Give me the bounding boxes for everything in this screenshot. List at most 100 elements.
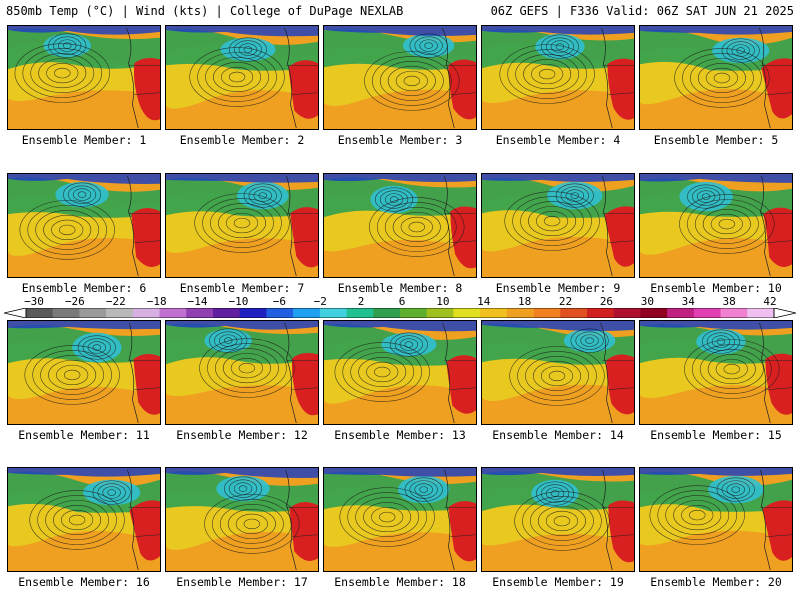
ensemble-map-panel: [7, 320, 161, 425]
colorbar-swatch: [533, 308, 561, 318]
ensemble-map-panel: [323, 173, 477, 278]
colorbar-tick-label: −14: [187, 295, 208, 308]
colorbar-swatch: [480, 308, 508, 318]
colorbar-tick-label: −18: [146, 295, 167, 308]
ensemble-map-panel: [165, 320, 319, 425]
colorbar-swatch: [346, 308, 374, 318]
colorbar-swatch: [560, 308, 588, 318]
colorbar-swatch: [453, 308, 481, 318]
colorbar-labels: −30 −26 −22 −18 −14 −10 −6 −2 2 6 10 14 18 22 26 30 34 38…: [4, 295, 796, 308]
ensemble-map-panel: [639, 320, 793, 425]
colorbar-swatch: [266, 308, 294, 318]
colorbar-swatch: [747, 308, 775, 318]
colorbar-swatch: [79, 308, 107, 318]
temperature-wind-map: [8, 468, 160, 571]
temperature-wind-map: [324, 468, 476, 571]
colorbar-tick-label: 18: [518, 295, 532, 308]
colorbar-swatch: [373, 308, 401, 318]
colorbar-tick-label: −22: [105, 295, 126, 308]
ensemble-member-label: Ensemble Member: 2: [179, 133, 305, 147]
colorbar-tick-label: −10: [228, 295, 249, 308]
colorbar-swatch: [52, 308, 80, 318]
ensemble-member-label: Ensemble Member: 9: [495, 281, 621, 295]
temperature-wind-map: [8, 26, 160, 129]
ensemble-map-panel: [7, 173, 161, 278]
colorbar-swatch: [426, 308, 454, 318]
ensemble-member-label: Ensemble Member: 20: [650, 575, 782, 589]
ensemble-map-panel: [639, 25, 793, 130]
colorbar-tick-label: 42: [763, 295, 777, 308]
ensemble-member-label: Ensemble Member: 5: [653, 133, 779, 147]
temperature-colorbar: −30 −26 −22 −18 −14 −10 −6 −2 2 6 10 14 18 22 26 30 34 38…: [4, 295, 796, 321]
colorbar-tick-label: 6: [398, 295, 406, 308]
colorbar-swatch: [106, 308, 134, 318]
temperature-wind-map: [640, 174, 792, 277]
colorbar-tick-label: −30: [24, 295, 44, 308]
colorbar-tick-label: 22: [558, 295, 573, 308]
colorbar-tick-label: −6: [272, 295, 286, 308]
ensemble-member-label: Ensemble Member: 1: [21, 133, 147, 147]
ensemble-map-panel: [639, 173, 793, 278]
ensemble-map-panel: [323, 467, 477, 572]
ensemble-map-panel: [165, 173, 319, 278]
temperature-wind-map: [324, 321, 476, 424]
temperature-wind-map: [166, 468, 318, 571]
colorbar-tick-label: 34: [681, 295, 695, 308]
temperature-wind-map: [482, 26, 634, 129]
colorbar-swatch: [667, 308, 695, 318]
ensemble-member-label: Ensemble Member: 11: [18, 428, 150, 442]
temperature-wind-map: [324, 26, 476, 129]
colorbar-swatch: [720, 308, 748, 318]
ensemble-member-label: Ensemble Member: 8: [337, 281, 463, 295]
colorbar-swatch: [26, 308, 54, 318]
ensemble-map-panel: [7, 467, 161, 572]
colorbar-swatch: [587, 308, 615, 318]
ensemble-member-label: Ensemble Member: 3: [337, 133, 463, 147]
ensemble-map-panel: [323, 320, 477, 425]
colorbar-tick-label: 30: [640, 295, 654, 308]
colorbar-swatch: [640, 308, 668, 318]
map-title: 850mb Temp (°C) | Wind (kts) | College o…: [6, 4, 404, 18]
temperature-wind-map: [640, 468, 792, 571]
ensemble-member-label: Ensemble Member: 14: [492, 428, 624, 442]
ensemble-map-panel: [7, 25, 161, 130]
colorbar-swatch: [693, 308, 721, 318]
ensemble-map-panel: [481, 467, 635, 572]
colorbar-swatch: [213, 308, 241, 318]
colorbar-tick-label: 38: [722, 295, 736, 308]
temperature-wind-map: [8, 321, 160, 424]
ensemble-map-panel: [165, 25, 319, 130]
temperature-wind-map: [640, 26, 792, 129]
ensemble-member-label: Ensemble Member: 12: [176, 428, 308, 442]
valid-time: 06Z GEFS | F336 Valid: 06Z SAT JUN 21 20…: [490, 4, 794, 18]
ensemble-member-label: Ensemble Member: 17: [176, 575, 308, 589]
colorbar-swatch: [506, 308, 534, 318]
temperature-wind-map: [324, 174, 476, 277]
colorbar-tick-label: 14: [477, 295, 491, 308]
colorbar-swatch: [613, 308, 641, 318]
colorbar-tick-label: −2: [313, 295, 327, 308]
ensemble-map-panel: [481, 173, 635, 278]
ensemble-map-panel: [165, 467, 319, 572]
ensemble-map-panel: [481, 25, 635, 130]
temperature-wind-map: [640, 321, 792, 424]
temperature-wind-map: [482, 321, 634, 424]
ensemble-map-panel: [481, 320, 635, 425]
ensemble-map-panel: [323, 25, 477, 130]
colorbar-strip: [4, 308, 796, 318]
ensemble-member-label: Ensemble Member: 16: [18, 575, 150, 589]
ensemble-member-label: Ensemble Member: 13: [334, 428, 466, 442]
colorbar-swatch: [159, 308, 187, 318]
colorbar-swatch: [293, 308, 321, 318]
colorbar-tick-label: 10: [436, 295, 450, 308]
colorbar-tick-label: 26: [599, 295, 614, 308]
ensemble-member-label: Ensemble Member: 10: [650, 281, 782, 295]
temperature-wind-map: [482, 174, 634, 277]
ensemble-map-panel: [639, 467, 793, 572]
colorbar-swatch: [239, 308, 267, 318]
ensemble-member-label: Ensemble Member: 15: [650, 428, 782, 442]
temperature-wind-map: [166, 321, 318, 424]
colorbar-swatch: [400, 308, 428, 318]
temperature-wind-map: [166, 174, 318, 277]
